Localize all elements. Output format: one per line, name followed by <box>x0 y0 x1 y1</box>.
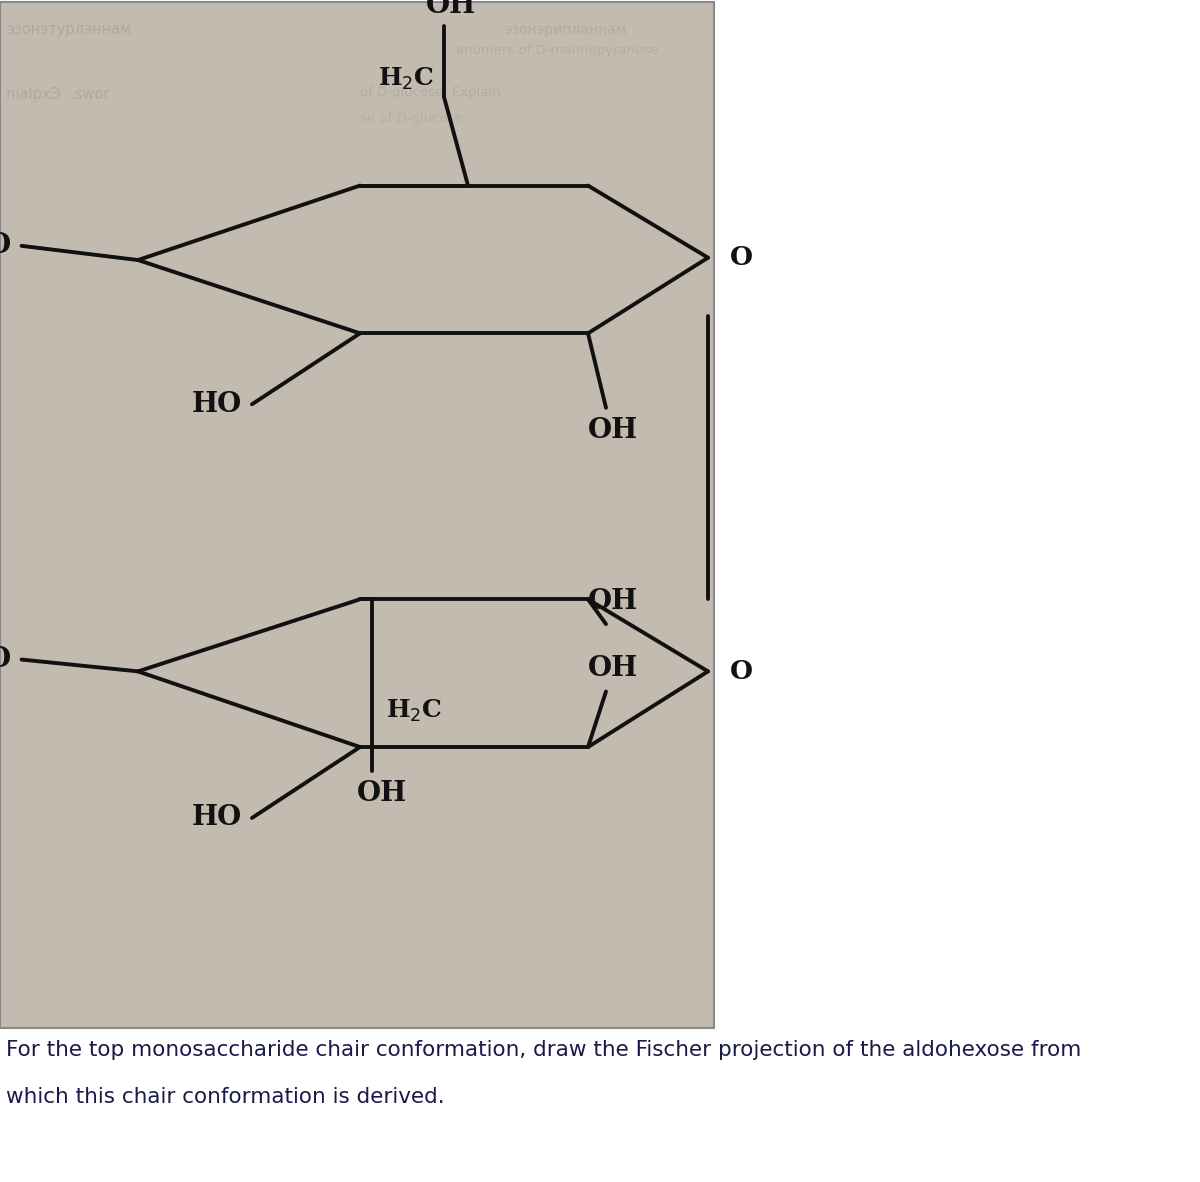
Text: эзонэтурлэннам: эзонэтурлэннам <box>6 22 131 37</box>
Text: OH: OH <box>588 655 638 682</box>
Text: OH: OH <box>588 417 638 444</box>
Text: For the top monosaccharide chair conformation, draw the Fischer projection of th: For the top monosaccharide chair conform… <box>6 1040 1081 1059</box>
Text: se of D-glucose: se of D-glucose <box>360 112 463 124</box>
Text: H$_2$C: H$_2$C <box>386 697 443 723</box>
FancyBboxPatch shape <box>0 2 714 1028</box>
Text: OH: OH <box>426 0 476 19</box>
Text: O: O <box>730 245 752 271</box>
Text: HO: HO <box>192 805 242 831</box>
Text: O: O <box>730 658 752 684</box>
Text: OH: OH <box>588 587 638 615</box>
Text: anomers of D-mannopyranose: anomers of D-mannopyranose <box>456 45 659 57</box>
Text: HO: HO <box>192 391 242 417</box>
Text: which this chair conformation is derived.: which this chair conformation is derived… <box>6 1087 445 1106</box>
Text: nialpxЭ  .swor: nialpxЭ .swor <box>6 87 109 102</box>
Text: HO: HO <box>0 647 12 673</box>
Text: HO: HO <box>0 233 12 259</box>
Text: of D-glucose  Explain: of D-glucose Explain <box>360 86 500 98</box>
Text: OH: OH <box>356 780 407 807</box>
Text: H$_2$C: H$_2$C <box>378 66 434 92</box>
Text: эзонэрипланнам: эзонэрипланнам <box>504 22 626 37</box>
